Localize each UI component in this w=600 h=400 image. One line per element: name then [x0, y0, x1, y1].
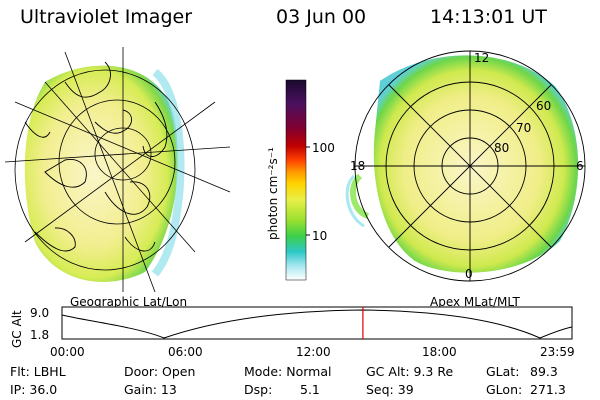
altitude-timeline [61, 306, 573, 340]
colorbar-tick-100: 100 [312, 141, 335, 155]
glon-value: 271.3 [530, 382, 566, 397]
timeline-ytick-high: 9.0 [30, 306, 50, 320]
mlt-label-dusk: 18 [350, 159, 365, 173]
colorbar [285, 79, 310, 281]
lat-label-70: 70 [516, 121, 531, 135]
observation-time: 14:13:01 UT [430, 6, 547, 28]
lat-label-60: 60 [536, 99, 551, 113]
mlt-label-dawn: 6 [576, 159, 584, 173]
colorbar-tick-10: 10 [312, 229, 328, 243]
instrument-title: Ultraviolet Imager [20, 6, 193, 28]
mode-info: Mode: Normal [244, 364, 332, 379]
colorbar-unit-label: photon cm⁻²s⁻¹ [266, 147, 280, 240]
glat-label: GLat: [486, 364, 520, 379]
ip-info: IP: 36.0 [10, 382, 58, 397]
observation-date: 03 Jun 00 [276, 6, 367, 28]
glat-value: 89.3 [530, 364, 558, 379]
timeline-ytick-low: 1.8 [30, 328, 50, 342]
left-panel-label: Geographic Lat/Lon [70, 295, 188, 309]
timeline-xtick-1200: 12:00 [296, 345, 331, 359]
dsp-label: Dsp: [244, 382, 273, 397]
timeline-xtick-2359: 23:59 [540, 345, 575, 359]
seq-info: Seq: 39 [366, 382, 414, 397]
door-info: Door: Open [124, 364, 196, 379]
right-panel-label: Apex MLat/MLT [430, 295, 520, 309]
lat-label-80: 80 [494, 141, 509, 155]
mlt-label-midnight: 0 [465, 267, 473, 281]
glon-label: GLon: [486, 382, 523, 397]
dsp-value: 5.1 [300, 382, 320, 397]
timeline-xtick-0000: 00:00 [50, 345, 85, 359]
mlt-label-noon: 12 [474, 51, 489, 65]
timeline-ylabel: GC Alt [10, 310, 24, 348]
gc-alt-info: GC Alt: 9.3 Re [366, 364, 454, 379]
gain-info: Gain: 13 [124, 382, 177, 397]
geographic-image-panel [4, 47, 231, 293]
timeline-xtick-1800: 18:00 [422, 345, 457, 359]
timeline-xtick-0600: 06:00 [168, 345, 203, 359]
polar-image-panel: 12 18 6 0 60 70 80 [345, 50, 586, 282]
filter-info: Flt: LBHL [10, 364, 66, 379]
